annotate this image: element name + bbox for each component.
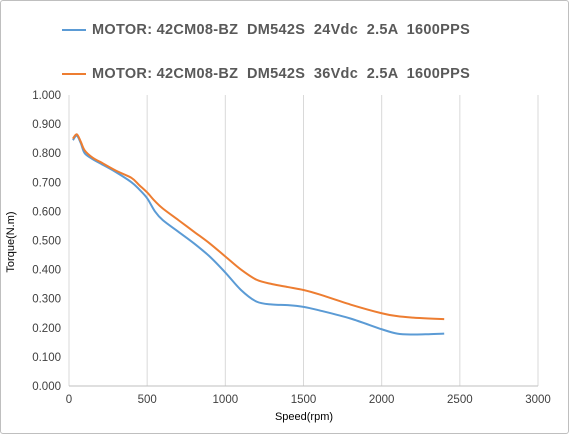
y-tick-label: 0.000 [32,381,61,393]
y-tick-label: 0.900 [32,119,61,131]
y-axis-ticks: 0.000 0.100 0.200 0.300 0.400 0.500 0.600 0.700… [32,90,61,393]
x-tick-label: 1000 [213,394,239,406]
x-axis-ticks: 0 500 1000 1500 2000 2500 3000 [66,394,551,406]
legend-item-24vdc: MOTOR: 42CM08-BZ DM542S 24Vdc 2.5A 1600P… [62,8,470,52]
y-tick-label: 0.500 [32,236,61,248]
y-tick-label: 0.400 [32,265,61,277]
x-tick-label: 0 [66,394,72,406]
x-tick-label: 500 [138,394,157,406]
legend: MOTOR: 42CM08-BZ DM542S 24Vdc 2.5A 1600P… [62,8,470,96]
x-tick-label: 2500 [447,394,473,406]
legend-item-36vdc: MOTOR: 42CM08-BZ DM542S 36Vdc 2.5A 1600P… [62,52,470,96]
series-line-1 [72,133,445,321]
legend-label-36vdc: MOTOR: 42CM08-BZ DM542S 36Vdc 2.5A 1600P… [92,66,471,82]
x-tick-label: 1500 [291,394,317,406]
legend-label-24vdc: MOTOR: 42CM08-BZ DM542S 24Vdc 2.5A 1600P… [92,22,471,38]
legend-swatch-24vdc [62,29,86,31]
y-axis-title: Torque(N.m) [5,211,17,272]
y-tick-label: 0.300 [32,294,61,306]
y-tick-label: 0.200 [32,323,61,335]
y-tick-label: 0.100 [32,352,61,364]
x-tick-label: 3000 [525,394,551,406]
x-tick-label: 2000 [369,394,395,406]
y-tick-label: 1.000 [32,90,61,102]
y-tick-label: 0.600 [32,206,61,218]
x-axis-title: Speed(rpm) [275,411,333,423]
series-line-0 [72,134,445,336]
series-lines [72,133,445,336]
y-tick-label: 0.800 [32,148,61,160]
legend-swatch-36vdc [62,73,86,75]
y-tick-label: 0.700 [32,177,61,189]
grid [68,95,539,387]
